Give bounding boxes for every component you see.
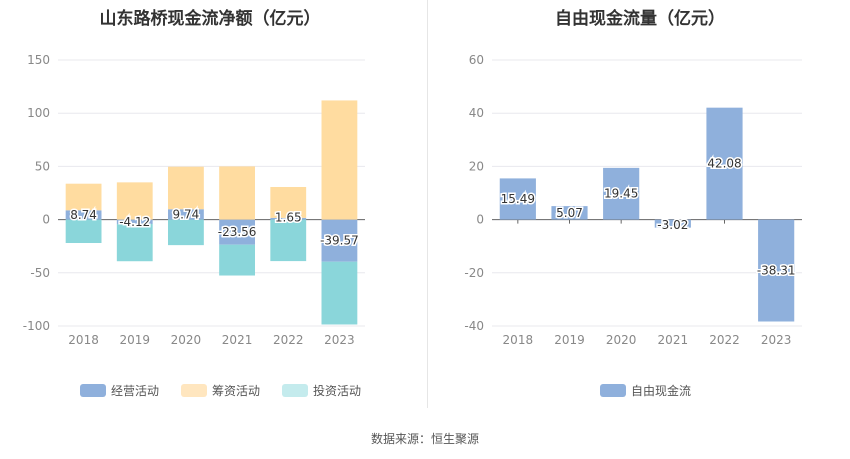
legend-item-financing[interactable]: 筹资活动 — [181, 382, 260, 399]
bar-经营活动-2018 — [65, 210, 102, 220]
y-tick-label: 20 — [469, 159, 484, 173]
bar-自由现金流-2022 — [706, 107, 743, 220]
x-tick-label: 2023 — [761, 333, 792, 347]
legend-label-financing: 筹资活动 — [212, 384, 261, 398]
data-label: -38.31 — [757, 264, 796, 278]
right-chart-title: 自由现金流量（亿元） — [555, 9, 725, 29]
y-tick-label: 150 — [27, 53, 50, 67]
bar-投资活动-2018 — [65, 219, 102, 244]
x-tick-label: 2021 — [658, 333, 689, 347]
left-chart-title: 山东路桥现金流净额（亿元） — [99, 9, 321, 29]
bar-经营活动-2022 — [270, 217, 307, 220]
bar-筹资活动-2022 — [270, 186, 307, 218]
right-legend: 自由现金流 — [600, 382, 713, 399]
bar-自由现金流-2019 — [551, 206, 588, 220]
panel-divider — [427, 0, 428, 408]
data-source-note: 数据来源：恒生聚源 — [370, 432, 479, 446]
data-label: 1.65 — [275, 210, 302, 224]
data-label: 8.74 — [70, 208, 97, 222]
y-tick-label: -20 — [464, 266, 484, 280]
right-free-cashflow-chart: 60 40 20 0 -20 -40 2018 2019 2020 2021 2022 2023 15.… — [464, 53, 802, 347]
bar-投资活动-2021 — [219, 244, 255, 276]
bar-自由现金流-2020 — [603, 167, 640, 220]
bar-自由现金流-2018 — [499, 178, 536, 220]
x-tick-label: 2020 — [171, 333, 202, 347]
bar-投资活动-2023 — [321, 261, 358, 325]
data-label: 15.49 — [501, 192, 535, 206]
x-tick-label: 2022 — [709, 333, 740, 347]
legend-label-operating: 经营活动 — [111, 384, 160, 398]
bar-筹资活动-2020 — [168, 166, 204, 210]
data-label: -39.57 — [320, 234, 359, 248]
legend-label-investing: 投资活动 — [313, 384, 362, 398]
left-cashflow-chart: 150 100 50 0 -50 -100 2018 2019 2020 2021 2022 2023… — [23, 53, 365, 347]
legend-swatch-free-cash — [600, 384, 626, 397]
bar-投资活动-2022 — [270, 219, 307, 262]
data-label: 42.08 — [707, 157, 741, 171]
data-label: 9.74 — [173, 207, 200, 221]
x-tick-label: 2023 — [324, 333, 355, 347]
legend-item-operating[interactable]: 经营活动 — [80, 382, 159, 399]
bar-自由现金流-2021 — [654, 219, 691, 228]
y-tick-label: -40 — [464, 319, 484, 333]
y-tick-label: 50 — [35, 159, 50, 173]
bar-经营活动-2019 — [116, 219, 153, 224]
y-tick-label: 0 — [476, 213, 484, 227]
legend-swatch-investing — [282, 384, 309, 397]
legend-item-free-cash[interactable]: 自由现金流 — [600, 382, 691, 399]
bar-经营活动-2020 — [168, 209, 204, 220]
x-tick-label: 2021 — [222, 333, 253, 347]
y-tick-label: 40 — [469, 106, 484, 120]
data-label: 5.07 — [556, 206, 583, 220]
legend-swatch-operating — [80, 384, 106, 397]
bar-经营活动-2023 — [321, 219, 358, 262]
x-tick-label: 2018 — [503, 333, 534, 347]
bar-筹资活动-2018 — [65, 183, 102, 211]
y-tick-label: 100 — [27, 106, 50, 120]
y-tick-label: -100 — [23, 319, 50, 333]
legend-label-free-cash: 自由现金流 — [631, 384, 692, 398]
data-label: -23.56 — [218, 225, 257, 239]
data-label: -3.02 — [657, 218, 688, 232]
bar-自由现金流-2023 — [758, 219, 795, 322]
x-tick-label: 2019 — [119, 333, 150, 347]
y-tick-label: 0 — [42, 213, 50, 227]
x-tick-label: 2020 — [606, 333, 637, 347]
data-label: -4.12 — [119, 215, 150, 229]
legend-item-investing[interactable]: 投资活动 — [282, 382, 361, 399]
bar-筹资活动-2019 — [116, 182, 153, 220]
data-label: 19.45 — [604, 187, 638, 201]
left-legend: 经营活动 筹资活动 投资活动 — [80, 382, 383, 399]
x-tick-label: 2022 — [273, 333, 304, 347]
y-tick-label: 60 — [469, 53, 484, 67]
x-tick-label: 2019 — [554, 333, 585, 347]
legend-swatch-financing — [181, 384, 208, 397]
bar-筹资活动-2021 — [219, 166, 255, 220]
bar-经营活动-2021 — [219, 219, 255, 245]
bar-投资活动-2019 — [116, 223, 153, 262]
bar-投资活动-2020 — [168, 219, 204, 246]
bar-筹资活动-2023 — [321, 100, 358, 220]
x-tick-label: 2018 — [68, 333, 99, 347]
y-tick-label: -50 — [30, 266, 50, 280]
